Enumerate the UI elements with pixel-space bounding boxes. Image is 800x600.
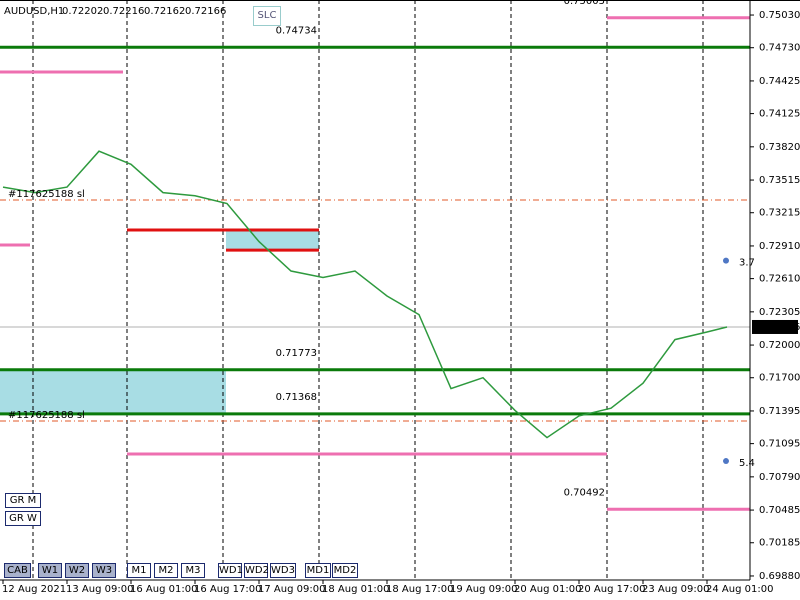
y-tick-label: 0.72305: [759, 307, 800, 318]
x-tick-label: 23 Aug 09:00: [642, 584, 709, 595]
button[interactable]: MD1: [305, 563, 331, 578]
level-label: 0.74734: [276, 25, 317, 36]
y-tick-label: 0.72910: [759, 241, 800, 252]
button[interactable]: CAB: [4, 563, 31, 578]
level-label: 0.70492: [564, 487, 605, 498]
button[interactable]: M2: [154, 563, 178, 578]
y-tick-label: 0.69880: [759, 571, 800, 582]
side-marker: [723, 458, 729, 465]
zone: [226, 230, 319, 251]
level-label: 0.71368: [276, 392, 317, 403]
y-tick-label: 0.70485: [759, 505, 800, 516]
ohlc-value: 0.72202: [62, 6, 103, 17]
button[interactable]: WD1: [218, 563, 243, 578]
order-label: #117625188 sl: [8, 189, 85, 200]
zone: [0, 369, 226, 414]
x-tick-label: 13 Aug 09:00: [66, 584, 133, 595]
level-label: 0.75005: [564, 0, 605, 7]
y-tick-label: 0.71395: [759, 406, 800, 417]
x-tick-label: 16 Aug 17:00: [194, 584, 261, 595]
y-tick-label: 0.72610: [759, 274, 800, 285]
lines: [0, 16, 750, 511]
x-tick-label: 20 Aug 01:00: [514, 584, 581, 595]
grid: [2, 0, 754, 584]
y-tick-label: 0.73515: [759, 175, 800, 186]
level-label: 0.71773: [276, 348, 317, 359]
button[interactable]: GR W: [5, 511, 41, 526]
x-tick-label: 24 Aug 01:00: [706, 584, 773, 595]
x-tick-label: 18 Aug 17:00: [386, 584, 453, 595]
price-line: [2, 150, 728, 439]
x-tick-label: 18 Aug 01:00: [322, 584, 389, 595]
x-tick-label: 20 Aug 17:00: [578, 584, 645, 595]
button[interactable]: W2: [65, 563, 89, 578]
ohlc-value: 0.72216: [103, 6, 144, 17]
symbol: AUDUSD,H1: [4, 6, 64, 17]
y-tick-label: 0.74730: [759, 43, 800, 54]
button[interactable]: WD2: [244, 563, 269, 578]
x-tick-label: 12 Aug 2021: [2, 584, 66, 595]
button[interactable]: MD2: [332, 563, 358, 578]
y-tick-label: 0.71095: [759, 439, 800, 450]
side-label: 3.7: [739, 258, 755, 269]
y-tick-label: 0.72000: [759, 340, 800, 351]
button[interactable]: GR M: [5, 493, 41, 508]
button[interactable]: M3: [181, 563, 205, 578]
ohlc-value: 0.72162: [144, 6, 185, 17]
button[interactable]: W1: [38, 563, 62, 578]
ohlc-value: 0.72166: [185, 6, 226, 17]
button[interactable]: SLC: [253, 6, 281, 26]
button[interactable]: WD3: [270, 563, 296, 578]
y-tick-label: 0.73820: [759, 142, 800, 153]
button[interactable]: W3: [92, 563, 116, 578]
side-marker: [723, 257, 729, 264]
current-price-box: [752, 319, 798, 334]
y-tick-label: 0.70790: [759, 472, 800, 483]
x-tick-label: 16 Aug 01:00: [130, 584, 197, 595]
x-tick-label: 19 Aug 09:00: [450, 584, 517, 595]
y-tick-label: 0.70185: [759, 538, 800, 549]
side-label: 5.4: [739, 458, 755, 469]
y-tick-label: 0.73215: [759, 208, 800, 219]
button[interactable]: M1: [127, 563, 151, 578]
zones: [0, 230, 319, 414]
y-tick-label: 0.71700: [759, 373, 800, 384]
x-tick-label: 17 Aug 09:00: [258, 584, 325, 595]
y-tick-label: 0.74125: [759, 109, 800, 120]
y-tick-label: 0.75030: [759, 10, 800, 21]
data: [2, 150, 729, 465]
y-tick-label: 0.74425: [759, 76, 800, 87]
plot-area: [0, 0, 750, 580]
order-label: #117625188 sl: [8, 410, 85, 421]
current-price-label: 0.72166: [759, 322, 800, 333]
